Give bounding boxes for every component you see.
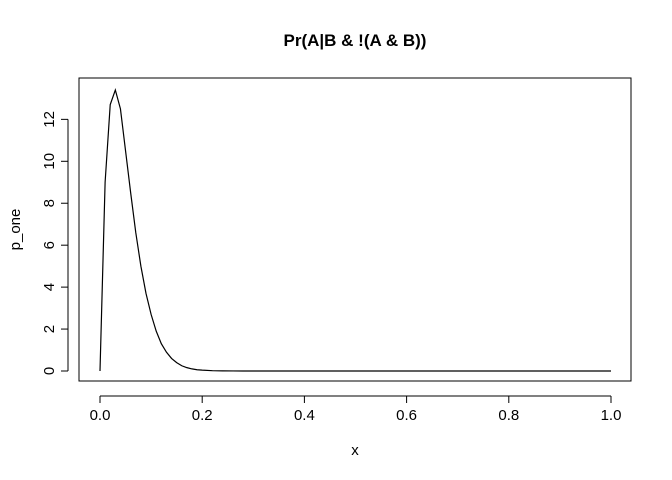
x-tick-label: 0.8 (498, 407, 519, 424)
x-tick-label: 0.4 (294, 407, 315, 424)
y-axis-label: p_one (7, 209, 24, 251)
series-line-0 (99, 87, 611, 372)
y-tick-label: 12 (41, 111, 58, 128)
x-tick-label: 0.6 (396, 407, 417, 424)
y-tick-label: 6 (41, 241, 58, 249)
y-tick-label: 8 (41, 199, 58, 207)
x-axis-label: x (351, 442, 359, 459)
y-axis-ticks: 0 2 4 6 8 10 12 (41, 111, 68, 375)
y-tick-label: 10 (41, 153, 58, 170)
x-tick-label: 0.2 (192, 407, 213, 424)
chart-title: Pr(A|B & !(A & B)) (284, 31, 427, 50)
y-tick-label: 0 (41, 367, 58, 375)
y-tick-label: 4 (41, 283, 58, 291)
plot-frame (78, 77, 632, 382)
series-group (99, 87, 611, 372)
x-tick-label: 0.0 (90, 407, 111, 424)
x-tick-label: 1.0 (601, 407, 622, 424)
x-axis-ticks: 0.0 0.2 0.4 0.6 0.8 1.0 (90, 396, 622, 424)
y-tick-label: 2 (41, 325, 58, 333)
